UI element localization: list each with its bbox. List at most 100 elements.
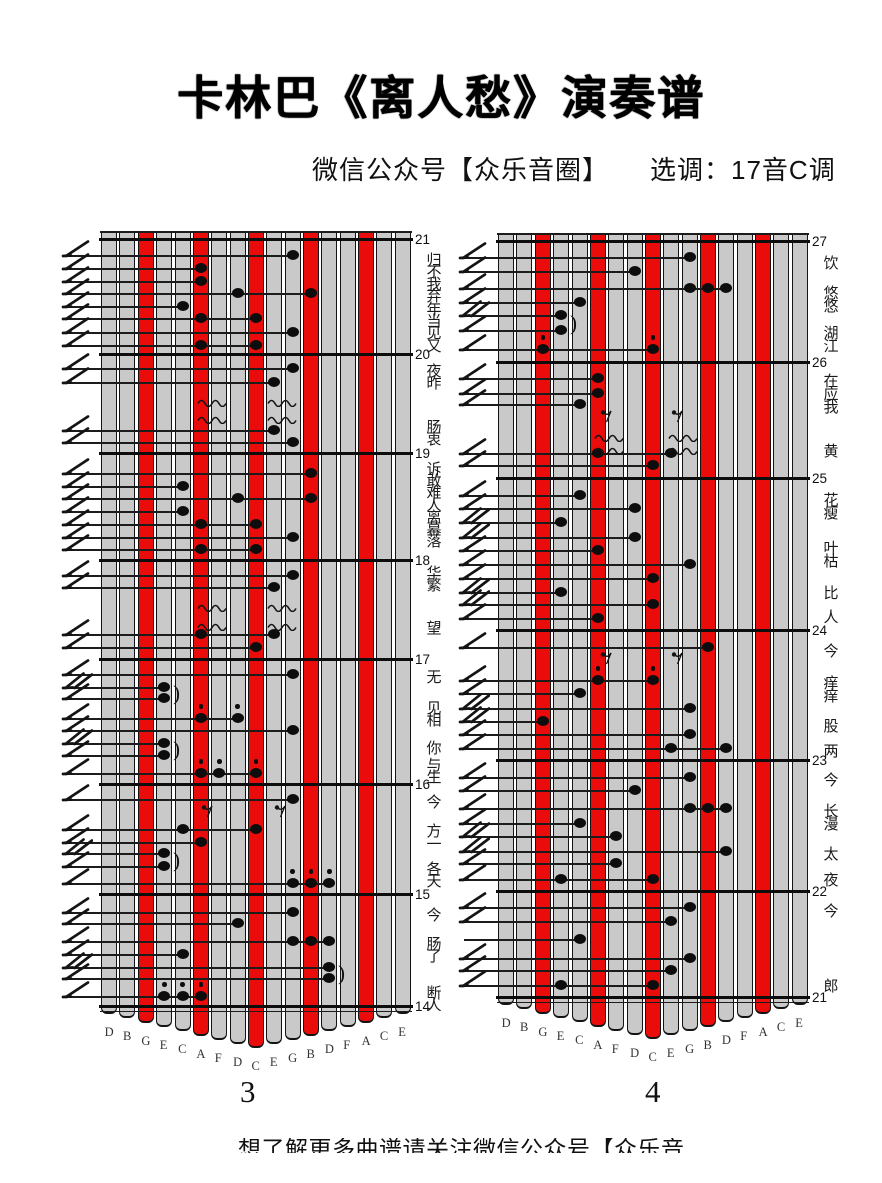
- measure-number: 17: [415, 652, 431, 667]
- note-event-line: [464, 823, 584, 825]
- note-event-line: [464, 508, 639, 510]
- lyric-char: 枯: [823, 553, 839, 570]
- strum-slash-icon: [61, 533, 93, 557]
- octave-dot: [161, 982, 167, 987]
- gliss-wavy-icon: [267, 411, 297, 429]
- measure-line: [99, 559, 413, 562]
- tine-label: E: [666, 1046, 675, 1061]
- tine-strip: [119, 231, 136, 1019]
- strum-slash-icon: [61, 618, 93, 642]
- note-dot: [249, 642, 262, 652]
- note-event-line: [67, 829, 260, 831]
- lyric-char: 两: [823, 743, 839, 760]
- strum-slash-icon: [458, 333, 490, 357]
- note-dot: [249, 340, 262, 350]
- note-event-line: [464, 257, 694, 259]
- strum-slash-icon: [458, 602, 490, 626]
- gliss-wavy-icon: [594, 429, 624, 447]
- strum-slash-icon: [61, 457, 93, 481]
- note-dot: [555, 310, 568, 320]
- note-dot: [249, 313, 262, 323]
- lyric-char: 花: [823, 492, 839, 509]
- strum-slash-icon: [458, 241, 490, 265]
- lyric-char: 方: [426, 823, 442, 840]
- note-dot: [176, 824, 189, 834]
- note-dot: [176, 506, 189, 516]
- octave-dot: [650, 335, 656, 340]
- note-event-line: [67, 473, 316, 475]
- measure-line: [496, 629, 810, 632]
- note-dot: [194, 713, 207, 723]
- measure-line: [496, 361, 810, 364]
- tine-strip: [358, 231, 374, 1023]
- tine-label: E: [795, 1016, 803, 1030]
- note-event-line: [464, 693, 584, 695]
- measure-number: 16: [415, 777, 431, 792]
- note-event-line: [67, 430, 279, 432]
- lyric-char: 繁: [426, 577, 442, 594]
- note-dot: [249, 519, 262, 529]
- note-dot: [665, 743, 678, 753]
- note-event-line: [67, 883, 334, 885]
- octave-dot: [180, 982, 185, 987]
- strum-slash-icon: [458, 286, 490, 310]
- lyric-char: 太: [823, 846, 839, 863]
- tine-label: C: [379, 1029, 389, 1044]
- note-event-line: [464, 271, 639, 273]
- note-event-line: [67, 575, 297, 577]
- page-subtitle: 微信公众号【众乐音圈】 选调：17音C调: [312, 155, 836, 185]
- lyric-char: 衷: [426, 431, 442, 448]
- strum-slash-icon: [61, 508, 93, 532]
- tine-strip: [718, 233, 735, 1023]
- strum-slash-icon: [61, 316, 93, 340]
- tine-strip: [101, 231, 118, 1014]
- note-event-line: [67, 634, 279, 636]
- note-dot: [158, 848, 171, 858]
- note-event-line: [67, 647, 260, 649]
- lyric-char: 望: [426, 620, 442, 637]
- double-strum-slash-icon: [61, 727, 94, 751]
- measure-number: 25: [812, 471, 828, 486]
- note-dot: [323, 936, 336, 946]
- measure-line: [496, 996, 810, 999]
- gliss-wavy-icon: [267, 599, 297, 617]
- note-event-line: [464, 921, 676, 923]
- lyric-char: 痒: [823, 688, 839, 705]
- note-dot: [591, 545, 604, 555]
- note-dot: [323, 962, 336, 972]
- note-dot: [194, 263, 207, 273]
- note-dot: [231, 713, 244, 723]
- page-title: 卡林巴《离人愁》演奏谱: [177, 72, 705, 124]
- lyric-char: 肠: [426, 936, 442, 953]
- measure-number: 18: [415, 553, 431, 568]
- octave-dot: [595, 666, 601, 671]
- note-event-line: [464, 495, 584, 497]
- tine-label: A: [361, 1033, 371, 1048]
- grid-bottom-subline: [100, 1011, 412, 1013]
- lyric-char: 昨: [426, 375, 442, 392]
- lyric-char: 今: [823, 643, 839, 660]
- measure-line: [99, 353, 413, 356]
- lyric-char: 你: [426, 740, 442, 757]
- note-event-line: [67, 954, 187, 956]
- lyric-char: 夜: [823, 872, 839, 889]
- strum-slash-icon: [458, 732, 490, 756]
- lyric-char: 郎: [823, 978, 839, 995]
- note-event-line: [464, 378, 602, 380]
- note-event-line: [67, 486, 187, 488]
- tine-label: C: [575, 1033, 584, 1048]
- measure-number: 27: [812, 234, 828, 249]
- tine-label: E: [269, 1055, 278, 1070]
- strum-slash-icon: [458, 664, 490, 688]
- strum-slash-icon: [458, 863, 490, 887]
- measure-number: 14: [415, 999, 431, 1014]
- lyric-char: 股: [823, 718, 839, 735]
- note-event-line: [464, 808, 731, 810]
- note-event-line: [464, 958, 694, 960]
- note-dot: [628, 503, 641, 513]
- grace-note-icon: [600, 408, 613, 428]
- note-dot: [646, 874, 659, 884]
- note-event-line: [464, 748, 731, 750]
- lyric-char: 今: [823, 772, 839, 789]
- strum-slash-icon: [61, 867, 93, 891]
